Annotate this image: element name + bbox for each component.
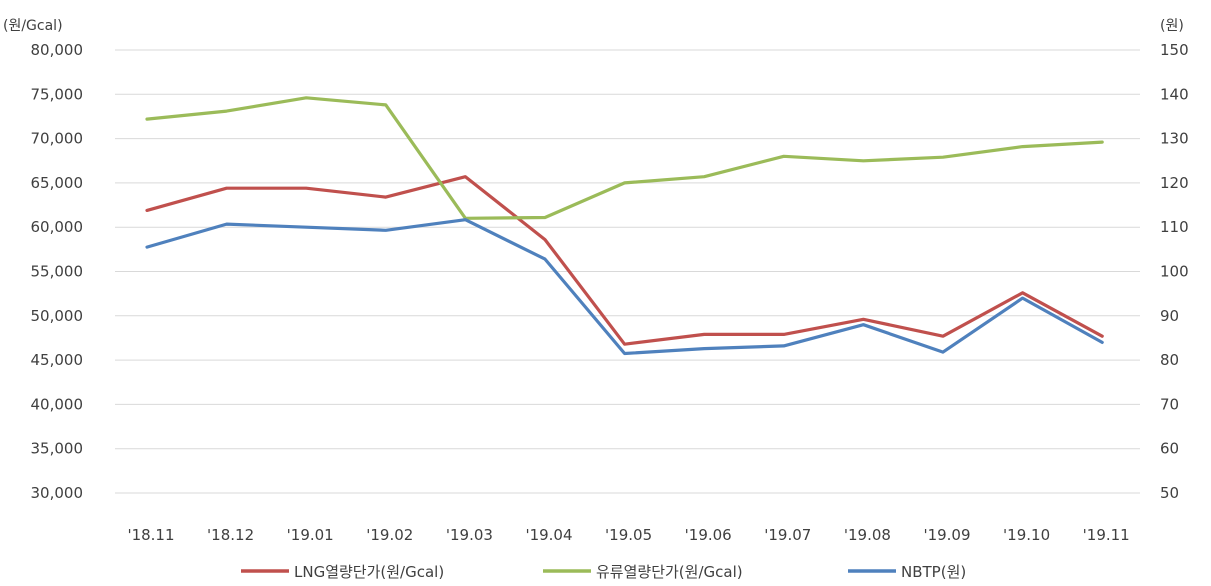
left-axis-ticks: 30,000 35,000 40,000 45,000 50,000 55,000 60,0… bbox=[31, 41, 84, 502]
left-axis-unit: (원/Gcal) bbox=[3, 18, 63, 34]
x-tick-label: '18.11 bbox=[127, 526, 174, 544]
x-tick-label: '19.09 bbox=[923, 526, 970, 544]
left-tick-label: 70,000 bbox=[31, 130, 84, 148]
x-tick-label: '19.11 bbox=[1083, 526, 1130, 544]
left-tick-label: 40,000 bbox=[31, 395, 84, 413]
right-tick-label: 60 bbox=[1160, 440, 1179, 458]
series-line bbox=[145, 175, 1104, 346]
left-tick-label: 75,000 bbox=[31, 85, 84, 103]
x-tick-label: '19.05 bbox=[605, 526, 652, 544]
right-tick-label: 110 bbox=[1160, 218, 1189, 236]
left-tick-label: 50,000 bbox=[31, 307, 84, 325]
x-tick-label: '19.01 bbox=[287, 526, 334, 544]
x-axis-ticks: '18.11 '18.12 '19.01 '19.02 '19.03 '19.04 '19.… bbox=[127, 526, 1129, 544]
left-tick-label: 30,000 bbox=[31, 484, 84, 502]
x-tick-label: '19.06 bbox=[685, 526, 732, 544]
left-tick-label: 80,000 bbox=[31, 41, 84, 59]
x-tick-label: '19.10 bbox=[1003, 526, 1050, 544]
x-tick-label: '19.08 bbox=[844, 526, 891, 544]
right-axis-ticks: 50 60 70 80 90 100 110 120 130 140 150 bbox=[1160, 41, 1189, 502]
series-line bbox=[145, 218, 1104, 356]
left-tick-label: 45,000 bbox=[31, 351, 84, 369]
right-tick-label: 130 bbox=[1160, 130, 1189, 148]
right-tick-label: 150 bbox=[1160, 41, 1189, 59]
legend-label: 유류열량단가(원/Gcal) bbox=[596, 563, 743, 581]
left-tick-label: 55,000 bbox=[31, 263, 84, 281]
series-line bbox=[145, 96, 1104, 220]
left-tick-label: 65,000 bbox=[31, 174, 84, 192]
x-tick-label: '19.07 bbox=[764, 526, 811, 544]
right-tick-label: 90 bbox=[1160, 307, 1179, 325]
legend: LNG열량단가(원/Gcal) 유류열량단가(원/Gcal) NBTP(원) bbox=[241, 563, 966, 581]
series-lines bbox=[145, 96, 1104, 356]
right-tick-label: 80 bbox=[1160, 351, 1179, 369]
right-tick-label: 70 bbox=[1160, 395, 1179, 413]
right-axis-unit: (원) bbox=[1160, 18, 1184, 34]
right-tick-label: 120 bbox=[1160, 174, 1189, 192]
left-tick-label: 60,000 bbox=[31, 218, 84, 236]
right-tick-label: 100 bbox=[1160, 263, 1189, 281]
right-tick-label: 140 bbox=[1160, 85, 1189, 103]
x-tick-label: '19.03 bbox=[446, 526, 493, 544]
x-tick-label: '19.02 bbox=[366, 526, 413, 544]
gridlines bbox=[115, 49, 1140, 494]
x-tick-label: '19.04 bbox=[525, 526, 572, 544]
legend-label: LNG열량단가(원/Gcal) bbox=[294, 563, 444, 581]
right-tick-label: 50 bbox=[1160, 484, 1179, 502]
legend-label: NBTP(원) bbox=[901, 563, 966, 581]
left-tick-label: 35,000 bbox=[31, 440, 84, 458]
x-tick-label: '18.12 bbox=[207, 526, 254, 544]
